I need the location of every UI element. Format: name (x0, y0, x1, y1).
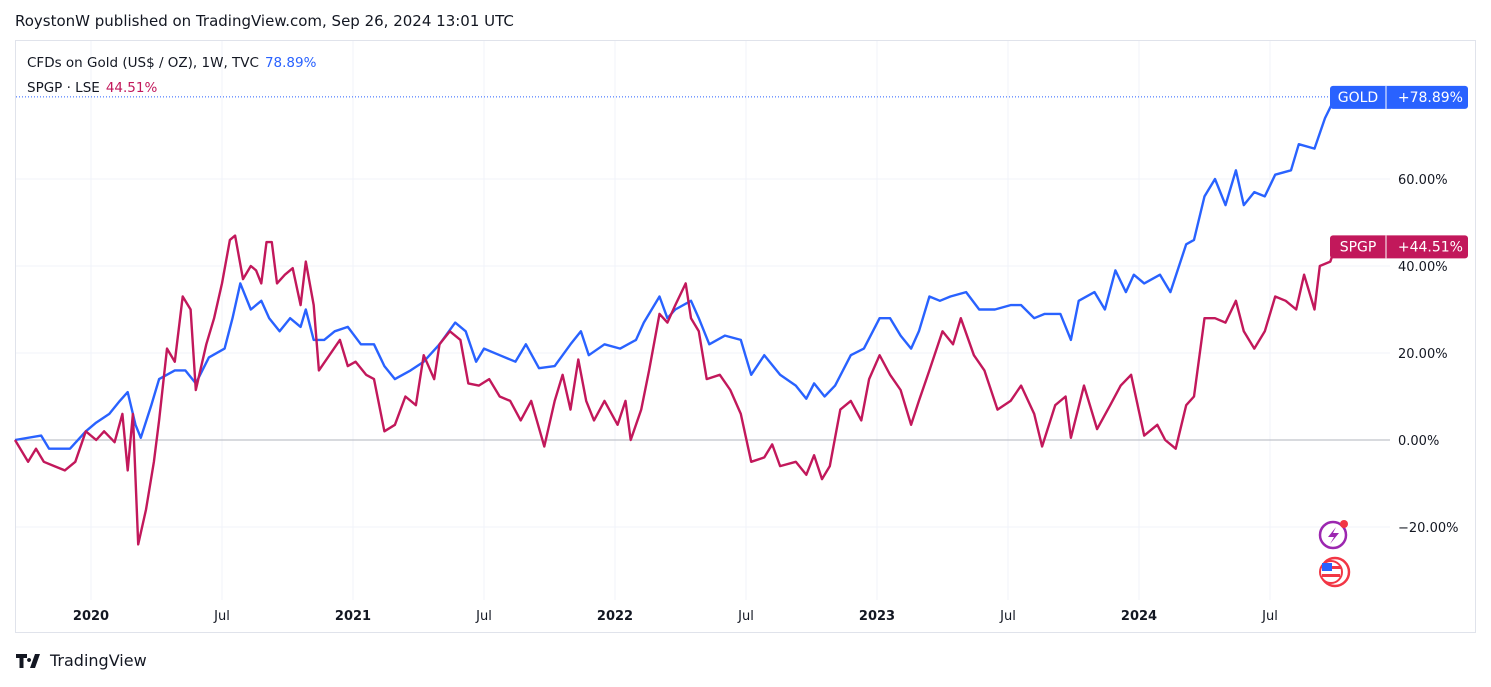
y-tick-label: −20.00% (1398, 521, 1458, 536)
legend-spgp-value: 44.51% (105, 80, 158, 96)
publisher-caption: RoystonW published on TradingView.com, S… (15, 12, 514, 30)
x-tick-label: 2021 (335, 609, 371, 624)
chart-frame[interactable] (15, 40, 1476, 633)
y-tick-label: 20.00% (1398, 347, 1448, 362)
legend-gold-value: 78.89% (264, 55, 317, 71)
badge-background (1330, 235, 1468, 259)
x-tick-label: Jul (999, 609, 1016, 624)
badge-name: GOLD (1338, 90, 1378, 106)
x-tick-label: Jul (475, 609, 492, 624)
legend-spgp[interactable]: SPGP · LSE 44.51% (27, 80, 157, 96)
y-tick-label: 60.00% (1398, 173, 1448, 188)
price-badge-gold[interactable]: GOLD +78.89% (1330, 85, 1468, 109)
y-tick-label: 40.00% (1398, 260, 1448, 275)
badge-background (1330, 85, 1468, 109)
x-tick-label: Jul (1261, 609, 1278, 624)
tradingview-logo-icon (16, 653, 40, 668)
y-tick-label: 0.00% (1398, 434, 1439, 449)
x-tick-label: 2024 (1121, 609, 1157, 624)
us-flag-icon[interactable] (1319, 556, 1351, 588)
legend-gold[interactable]: CFDs on Gold (US$ / OZ), 1W, TVC 78.89% (27, 55, 316, 71)
x-tick-label: 2020 (73, 609, 109, 624)
legend-gold-label: CFDs on Gold (US$ / OZ), 1W, TVC (27, 55, 259, 71)
x-tick-label: Jul (737, 609, 754, 624)
x-tick-label: Jul (213, 609, 230, 624)
legend-spgp-label: SPGP · LSE (27, 80, 100, 96)
tradingview-logo[interactable]: TradingView (16, 651, 147, 670)
brand-name: TradingView (50, 651, 147, 670)
x-tick-label: 2022 (597, 609, 633, 624)
badge-name: SPGP (1340, 239, 1377, 255)
badge-value: +78.89% (1398, 90, 1463, 106)
series-line-spgp[interactable] (13, 234, 1337, 546)
series-line-gold[interactable] (14, 96, 1337, 450)
badge-value: +44.51% (1398, 239, 1463, 255)
price-badge-spgp[interactable]: SPGP +44.51% (1330, 235, 1468, 259)
x-tick-label: 2023 (859, 609, 895, 624)
lightning-icon[interactable] (1318, 520, 1348, 550)
